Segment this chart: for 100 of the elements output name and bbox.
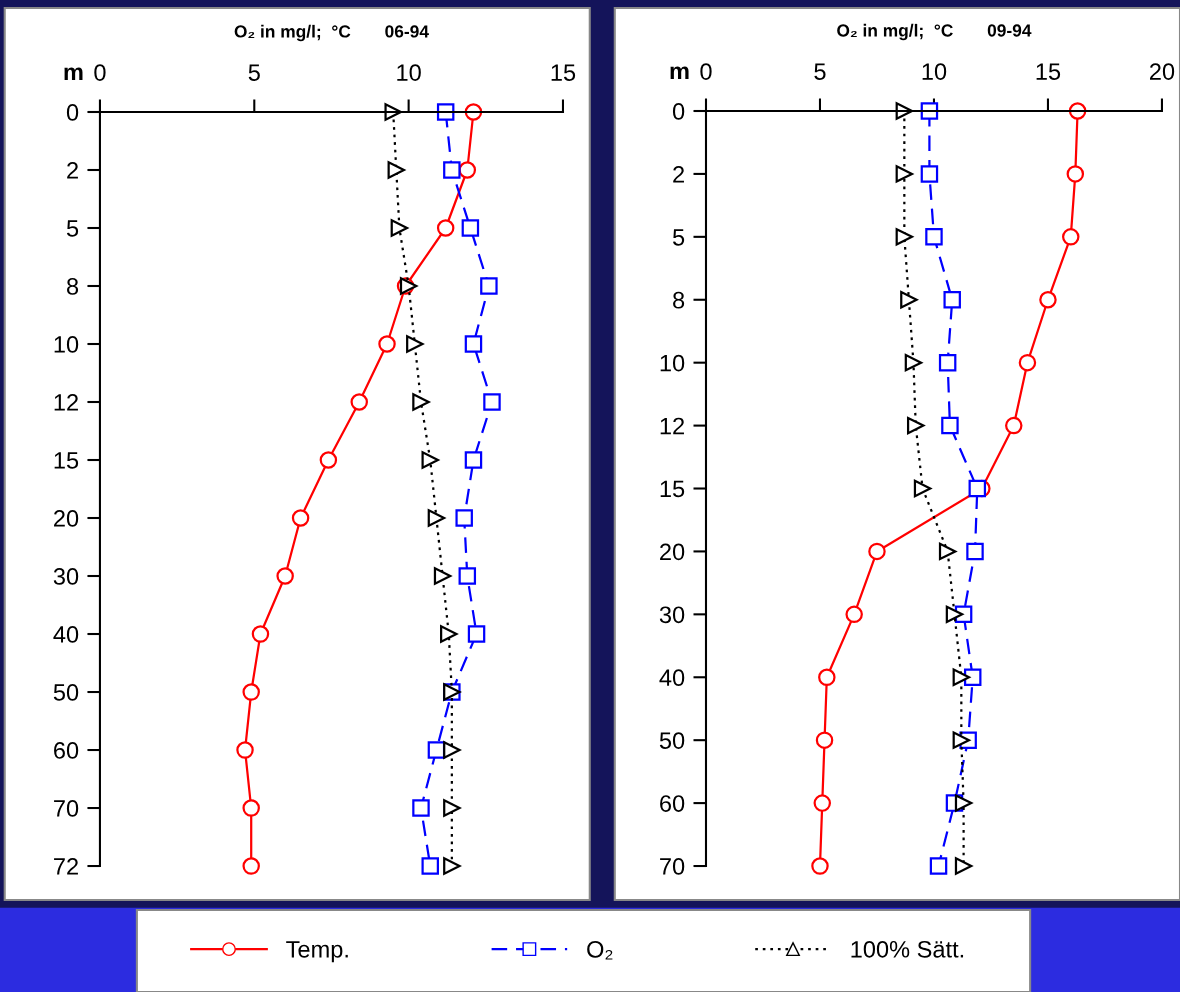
- point: [387, 161, 406, 179]
- y-tick-label: 5: [672, 229, 685, 246]
- y-tick-label: 10: [54, 336, 79, 353]
- point: [925, 228, 943, 246]
- point: [427, 741, 446, 759]
- y-axis-title: m: [64, 67, 83, 81]
- point: [1039, 291, 1057, 309]
- point: [390, 219, 409, 237]
- point: [929, 857, 948, 875]
- legend-label: O₂: [587, 940, 613, 960]
- x-tick-label: 20: [1150, 63, 1175, 80]
- y-tick-label: 8: [673, 291, 685, 309]
- x-tick-label: 5: [814, 63, 826, 80]
- point: [276, 567, 294, 585]
- point: [1062, 228, 1080, 246]
- y-tick-label: 12: [54, 394, 78, 411]
- point: [900, 291, 918, 309]
- point: [242, 799, 260, 817]
- y-tick-label: 50: [53, 684, 79, 701]
- point: [920, 102, 939, 120]
- point: [954, 794, 973, 812]
- point: [433, 567, 452, 585]
- point: [943, 291, 961, 309]
- point: [236, 741, 254, 759]
- point: [421, 451, 439, 469]
- y-tick-label: 8: [67, 278, 79, 295]
- point: [378, 335, 396, 353]
- point: [968, 479, 987, 498]
- point: [467, 625, 486, 643]
- point: [952, 731, 971, 749]
- y-tick-label: 70: [660, 858, 685, 875]
- point: [913, 479, 932, 498]
- point: [941, 416, 959, 435]
- point: [458, 567, 477, 585]
- point: [938, 353, 957, 372]
- point: [938, 542, 957, 561]
- point: [458, 161, 477, 179]
- x-tick-label: 10: [922, 63, 947, 80]
- point: [952, 668, 971, 687]
- point: [440, 625, 458, 643]
- chart-title: O₂ in mg/l; °C 09-94: [837, 23, 1032, 41]
- point: [242, 683, 260, 701]
- legend-label: Temp.: [286, 941, 348, 963]
- point: [464, 451, 483, 469]
- point: [461, 219, 480, 237]
- y-tick-label: 0: [66, 104, 79, 121]
- y-tick-label: 2: [67, 162, 78, 179]
- point: [350, 393, 368, 411]
- y-tick-label: 60: [660, 795, 685, 812]
- point: [251, 625, 270, 643]
- y-tick-label: 2: [673, 165, 684, 183]
- y-tick-label: 30: [659, 606, 685, 624]
- point: [412, 393, 430, 411]
- point: [1018, 353, 1037, 372]
- point: [421, 857, 439, 875]
- point: [815, 731, 834, 749]
- point: [319, 451, 338, 469]
- y-tick-label: 20: [660, 543, 685, 561]
- point: [443, 857, 461, 875]
- point: [895, 228, 914, 246]
- point: [443, 161, 461, 179]
- y-tick-label: 50: [659, 732, 685, 749]
- legend-label: 100% Sätt.: [851, 940, 964, 958]
- y-tick-label: 15: [660, 480, 685, 498]
- chart-title: O₂ in mg/l; °C 06-94: [234, 24, 429, 42]
- x-tick-label: 15: [551, 64, 576, 81]
- point: [906, 416, 925, 435]
- y-tick-label: 40: [53, 626, 79, 643]
- point: [904, 353, 923, 372]
- y-tick-label: 10: [660, 354, 685, 372]
- y-tick-label: 0: [672, 103, 685, 120]
- point: [966, 542, 984, 561]
- point: [1005, 416, 1023, 435]
- point: [412, 799, 430, 817]
- point: [443, 799, 461, 817]
- point: [945, 605, 964, 624]
- point: [291, 509, 310, 527]
- point: [811, 857, 829, 875]
- point: [895, 165, 914, 183]
- point: [242, 857, 260, 875]
- y-tick-label: 30: [53, 568, 79, 585]
- y-axis-title: m: [670, 66, 689, 80]
- x-tick-label: 5: [248, 64, 260, 81]
- point: [483, 393, 501, 411]
- x-tick-label: 10: [397, 64, 421, 81]
- point: [455, 509, 473, 527]
- y-tick-label: 60: [54, 742, 79, 759]
- point: [920, 165, 939, 183]
- point: [868, 542, 886, 561]
- point: [443, 741, 461, 759]
- point: [464, 335, 483, 353]
- x-tick-label: 0: [94, 64, 106, 81]
- point: [436, 103, 455, 121]
- y-tick-label: 40: [659, 669, 685, 687]
- y-tick-label: 5: [66, 220, 79, 237]
- point: [427, 509, 446, 527]
- x-tick-label: 15: [1036, 63, 1061, 80]
- point: [1066, 165, 1085, 183]
- point: [845, 605, 863, 624]
- point: [480, 277, 498, 295]
